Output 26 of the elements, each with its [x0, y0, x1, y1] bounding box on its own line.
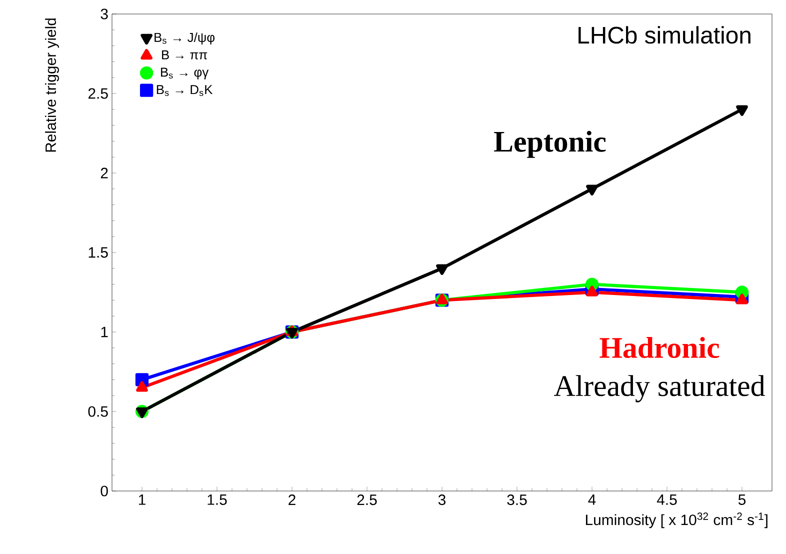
x-tick-label: 2: [288, 494, 296, 505]
x-tick-label: 3.5: [507, 494, 527, 506]
y-tick-label: 2.5: [88, 88, 108, 99]
legend-label: B$_{s}$ → φγ: [161, 68, 209, 80]
x-tick-label: 4: [588, 494, 596, 505]
annotation: Leptonic: [494, 130, 606, 158]
x-tick-label: 3: [438, 494, 446, 506]
annotation: LHCb simulation: [578, 26, 750, 44]
y-tick-label: 2: [100, 168, 108, 178]
y-tick-label: 3: [100, 8, 108, 20]
y-axis-title: Relative trigger yield: [45, 18, 59, 152]
legend-label: B$_{s}$ → J/ψφ: [154, 32, 215, 45]
x-tick-label: 2.5: [357, 494, 377, 506]
y-tick-label: 1: [101, 326, 108, 338]
y-tick-label: 0.5: [88, 406, 108, 417]
x-tick-label: 1: [138, 494, 146, 505]
y-tick-label: 0: [100, 486, 108, 496]
annotation: Already saturated: [554, 375, 765, 402]
x-axis-title: Luminosity [ x 10$^{32}$ cm$^{-2}$ s$^{-1}$]: [586, 512, 768, 528]
x-tick-label: 1.5: [208, 494, 227, 505]
y-tick-label: 1.5: [88, 247, 108, 258]
x-tick-label: 4.5: [656, 494, 677, 505]
legend-label: B → ππ: [162, 50, 208, 60]
annotation: Hadronic: [600, 336, 720, 358]
x-tick-label: 5: [738, 494, 746, 505]
legend-label: B$_{s}$ → D$_{s}$K: [156, 85, 213, 96]
